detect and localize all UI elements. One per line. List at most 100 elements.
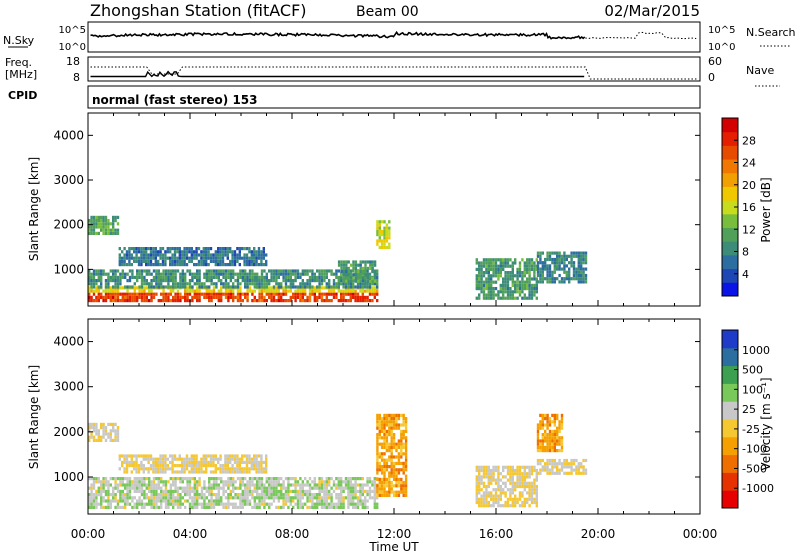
velocity-echo-cell [539,458,542,463]
velocity-echo-cell [112,493,115,497]
power-echo-cell [114,219,117,223]
power-echo-cell [487,296,490,300]
power-echo-cell [95,269,98,273]
velocity-echo-cell [95,432,98,436]
velocity-echo-cell [390,423,393,427]
power-echo-cell [220,295,223,299]
velocity-echo-cell [119,477,122,481]
velocity-echo-cell [385,477,389,481]
power-echo-cell [299,272,302,276]
power-echo-cell [188,259,191,263]
power-echo-cell [224,285,228,289]
velocity-echo-cell [558,439,561,443]
velocity-echo-cell [149,467,153,471]
velocity-echo-cell [526,491,529,495]
velocity-echo-cell [205,489,208,493]
power-echo-cell [203,275,206,279]
power-echo-cell [582,280,585,284]
power-echo-cell [116,282,120,286]
power-echo-cell [107,231,110,235]
velocity-echo-cell [311,493,314,497]
power-echo-cell [313,289,316,293]
power-echo-cell [530,258,534,262]
velocity-echo-cell [265,480,268,484]
velocity-echo-cell [277,496,280,500]
power-echo-cell [172,285,175,289]
velocity-echo-cell [582,458,585,463]
velocity-echo-cell [497,494,500,498]
power-echo-cell [167,299,170,303]
power-echo-cell [568,277,571,281]
power-echo-cell [361,285,364,289]
power-echo-cell [214,263,217,267]
velocity-echo-cell [248,502,252,506]
power-echo-cell [480,264,483,268]
power-echo-cell [97,222,100,226]
velocity-echo-cell [272,499,276,503]
velocity-echo-cell [390,484,393,488]
velocity-echo-cell [150,483,153,487]
velocity-echo-cell [356,502,360,506]
power-echo-cell [107,295,110,299]
velocity-echo-cell [135,470,138,474]
velocity-echo-cell [172,505,175,509]
velocity-echo-cell [553,449,556,453]
power-echo-cell [260,289,264,293]
power-echo-cell [521,280,524,284]
velocity-echo-cell [258,480,261,484]
velocity-echo-cell [229,483,232,487]
power-echo-cell [179,299,182,303]
power-echo-cell [152,275,156,279]
power-echo-cell [320,272,324,276]
power-echo-cell [114,272,117,276]
velocity-echo-cell [359,502,362,506]
velocity-echo-cell [169,489,172,493]
velocity-echo-cell [344,483,348,487]
velocity-echo-cell [193,486,196,490]
power-echo-cell [277,289,280,293]
power-echo-cell [475,296,478,300]
power-echo-cell [551,277,554,281]
velocity-echo-cell [248,486,252,490]
velocity-echo-cell [143,493,146,497]
velocity-echo-cell [535,478,538,482]
power-echo-cell [506,280,510,284]
velocity-echo-cell [92,480,96,484]
velocity-echo-cell [299,496,302,500]
power-echo-cell [284,299,288,303]
velocity-colorbar-segment [722,365,738,384]
power-echo-cell [556,267,559,271]
velocity-echo-cell [392,436,396,440]
velocity-echo-cell [224,480,228,484]
velocity-echo-cell [533,484,536,489]
velocity-echo-cell [253,499,256,503]
power-echo-cell [311,289,314,293]
power-echo-cell [210,282,213,286]
velocity-echo-cell [563,462,566,466]
power-echo-cell [511,280,514,284]
power-echo-cell [191,285,194,289]
power-echo-cell [308,269,312,273]
velocity-echo-cell [402,445,405,449]
velocity-echo-cell [109,502,112,506]
velocity-echo-cell [509,504,512,508]
velocity-echo-cell [287,499,290,503]
power-echo-cell [224,247,227,251]
velocity-echo-cell [535,488,538,492]
power-echo-cell [185,247,189,251]
velocity-echo-cell [402,452,405,456]
power-echo-cell [257,247,261,251]
velocity-echo-cell [560,462,564,466]
power-echo-cell [371,289,374,293]
velocity-echo-cell [114,483,117,487]
power-echo-cell [202,247,205,251]
power-echo-cell [311,285,314,289]
power-echo-cell [560,277,564,281]
velocity-echo-cell [504,500,507,505]
power-echo-cell [485,264,488,268]
power-echo-cell [509,293,512,297]
velocity-ytick-label: 1000 [53,470,84,484]
power-echo-cell [150,285,153,289]
power-echo-cell [244,292,247,296]
